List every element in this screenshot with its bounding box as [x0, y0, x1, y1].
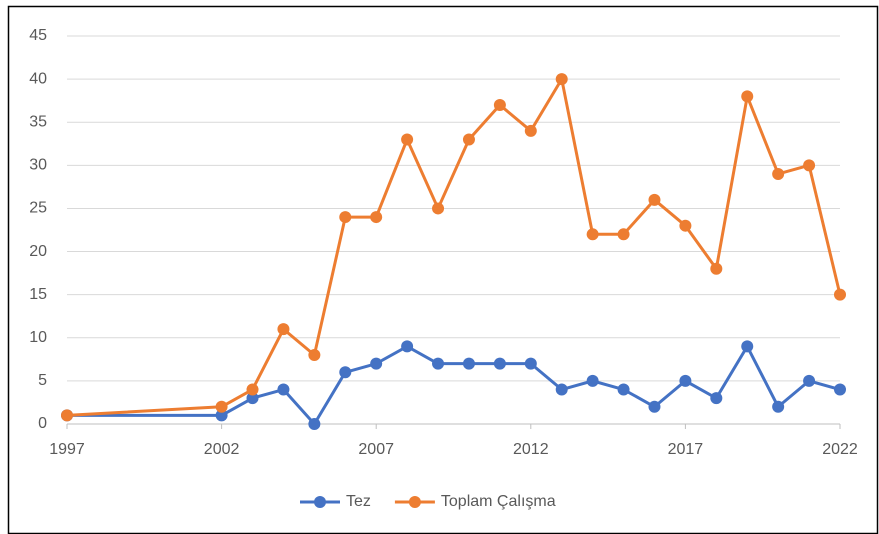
- point: [617, 383, 630, 396]
- legend-item: Toplam Çalışma: [394, 493, 556, 510]
- point: [462, 357, 475, 370]
- point: [246, 392, 259, 405]
- point: [308, 418, 321, 430]
- point: [772, 167, 785, 180]
- point: [339, 366, 352, 379]
- point: [617, 228, 630, 241]
- point: [741, 90, 754, 103]
- y-tick-label: 25: [29, 200, 47, 217]
- y-tick-label: 5: [38, 372, 47, 389]
- y-tick-label: 45: [29, 27, 47, 44]
- point: [277, 383, 290, 396]
- point: [493, 357, 506, 370]
- point: [493, 98, 506, 111]
- point: [524, 357, 537, 370]
- point: [432, 202, 445, 215]
- point: [648, 193, 661, 206]
- point: [401, 340, 414, 353]
- point: [803, 374, 816, 387]
- legend-label: Tez: [346, 493, 371, 510]
- y-tick-label: 15: [29, 286, 47, 303]
- series-line: [66, 77, 842, 417]
- point: [679, 219, 692, 232]
- legend-label: Toplam Çalışma: [441, 493, 556, 510]
- point: [834, 288, 846, 301]
- legend-marker: [408, 496, 421, 508]
- point: [586, 374, 599, 387]
- x-tick-label: 1997: [49, 441, 85, 458]
- legend-item: Tez: [300, 493, 371, 510]
- legend-marker: [314, 496, 326, 508]
- point: [246, 383, 259, 396]
- x-tick-label: 2002: [204, 441, 240, 458]
- y-tick-label: 40: [29, 70, 47, 87]
- point: [679, 374, 692, 387]
- point: [370, 211, 383, 224]
- point: [586, 228, 599, 241]
- chart-frame: [7, 5, 879, 534]
- point: [803, 159, 816, 172]
- y-tick-label: 35: [29, 113, 47, 130]
- point: [339, 211, 352, 224]
- y-tick-label: 0: [38, 415, 47, 432]
- y-tick-label: 20: [29, 243, 47, 260]
- point: [215, 400, 228, 413]
- x-tick-label: 2022: [822, 441, 858, 458]
- point: [834, 383, 846, 396]
- point: [710, 262, 723, 275]
- point: [772, 400, 785, 413]
- point: [370, 357, 383, 370]
- x-tick-label: 2007: [358, 441, 394, 458]
- point: [555, 73, 568, 86]
- point: [215, 409, 228, 422]
- point: [710, 392, 723, 405]
- point: [277, 323, 290, 336]
- x-tick-label: 2012: [513, 441, 549, 458]
- y-tick-label: 30: [29, 157, 47, 174]
- point: [555, 383, 568, 396]
- point: [308, 349, 321, 362]
- point: [432, 357, 445, 370]
- point: [648, 400, 661, 413]
- point: [462, 133, 475, 146]
- point: [524, 124, 537, 137]
- point: [61, 409, 73, 422]
- x-tick-label: 2017: [668, 441, 704, 458]
- point: [401, 133, 414, 146]
- point: [741, 340, 754, 353]
- y-tick-label: 10: [29, 329, 47, 346]
- series-line: [67, 344, 841, 426]
